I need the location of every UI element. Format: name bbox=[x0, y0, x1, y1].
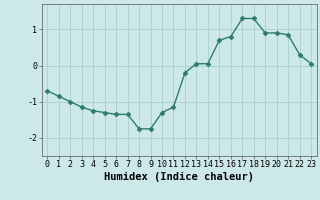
X-axis label: Humidex (Indice chaleur): Humidex (Indice chaleur) bbox=[104, 172, 254, 182]
